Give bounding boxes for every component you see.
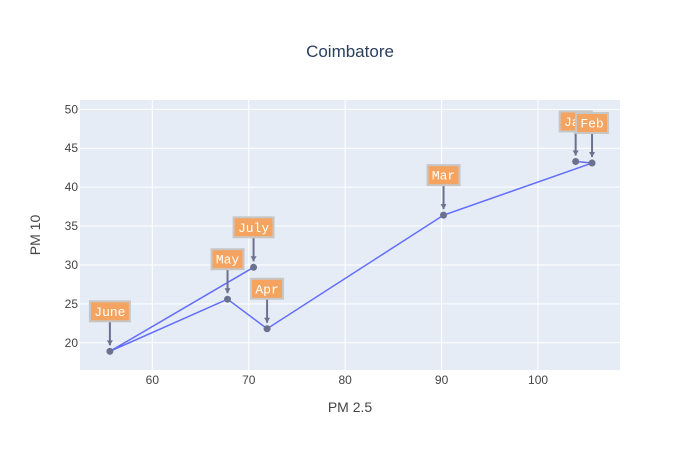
- annotation-arrowhead: [106, 340, 113, 346]
- annotation-arrowhead: [264, 317, 271, 323]
- y-tick-label: 20: [65, 336, 79, 350]
- x-tick-label: 80: [338, 373, 352, 387]
- annotation-label: Apr: [255, 282, 278, 297]
- annotation-arrowhead: [572, 150, 579, 156]
- y-tick-label: 35: [65, 219, 79, 233]
- annotation-box: [88, 300, 131, 323]
- annotation-box: [210, 248, 245, 271]
- annotation-box: [426, 164, 461, 187]
- data-point: [572, 157, 580, 165]
- y-tick-label: 25: [65, 297, 79, 311]
- x-axis-title: PM 2.5: [328, 399, 373, 415]
- annotation-label: June: [94, 305, 125, 320]
- gridlines: [80, 100, 620, 370]
- annotation-arrowhead: [250, 256, 257, 262]
- y-tick-label: 50: [65, 102, 79, 116]
- annotation-box: [250, 277, 285, 300]
- chart-title: Coimbatore: [306, 42, 394, 61]
- annotation-box: [232, 216, 275, 239]
- annotations-layer: JanFebMarAprMayJuneJuly: [88, 110, 610, 346]
- x-tick-label: 90: [435, 373, 449, 387]
- annotation-arrowhead: [224, 288, 231, 294]
- y-axis-title: PM 10: [27, 215, 43, 256]
- annotation-label: May: [216, 253, 240, 268]
- x-tick-label: 100: [528, 373, 548, 387]
- annotation-arrowhead: [589, 152, 596, 158]
- annotation-label: Mar: [432, 169, 455, 184]
- y-tick-label: 45: [65, 141, 79, 155]
- x-tick-label: 60: [146, 373, 160, 387]
- data-point: [250, 263, 258, 271]
- y-tick-labels: 20 25 30 35 40 45 50: [65, 102, 79, 349]
- x-tick-labels: 60 70 80 90 100: [146, 373, 549, 387]
- series-layer: [106, 157, 596, 355]
- annotation-label: July: [238, 221, 269, 236]
- data-point: [588, 159, 596, 167]
- annotation-arrowhead: [440, 204, 447, 210]
- y-tick-label: 30: [65, 258, 79, 272]
- data-point: [106, 347, 114, 355]
- y-tick-label: 40: [65, 180, 79, 194]
- data-point: [440, 211, 448, 219]
- data-point: [224, 295, 232, 303]
- x-tick-label: 70: [242, 373, 256, 387]
- plot-background: [80, 100, 620, 370]
- annotation-label: Feb: [580, 117, 603, 132]
- annotation-box: [575, 112, 610, 135]
- data-point: [263, 325, 271, 333]
